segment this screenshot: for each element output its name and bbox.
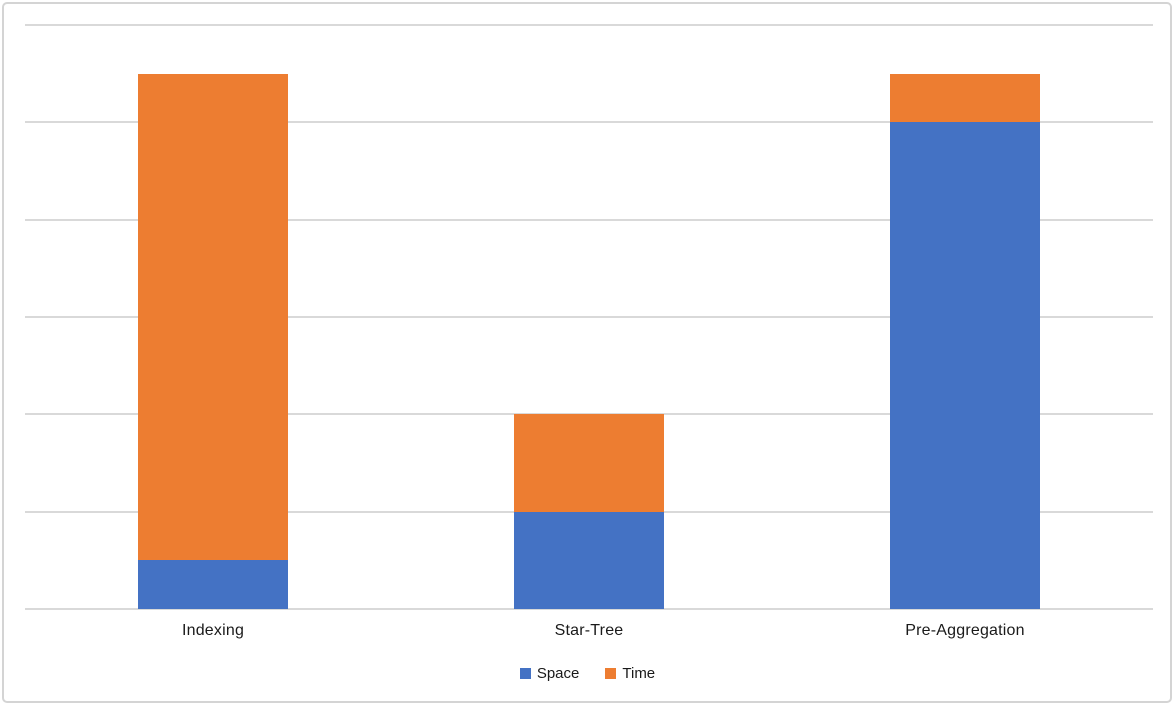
legend-label-time: Time: [622, 665, 656, 682]
x-axis-line: [25, 608, 1153, 610]
bar-star-tree-time: [514, 414, 664, 512]
gridline: [25, 24, 1153, 26]
category-label-indexing: Indexing: [181, 622, 245, 639]
legend-label-space: Space: [536, 665, 580, 682]
bar-pre-aggregation-space: [890, 122, 1040, 609]
legend-item-space: Space: [519, 665, 580, 682]
category-axis: Indexing Star-Tree Pre-Aggregation: [25, 622, 1153, 646]
legend: Space Time: [0, 665, 1175, 682]
bar-indexing-space: [138, 560, 288, 609]
bar-star-tree-space: [514, 511, 664, 609]
legend-item-time: Time: [605, 665, 655, 682]
gridline: [25, 316, 1153, 318]
gridline: [25, 218, 1153, 221]
bar-pre-aggregation-time: [890, 73, 1040, 123]
plot-area: [25, 24, 1153, 610]
bar-indexing-time: [138, 73, 288, 561]
legend-swatch-space: [519, 668, 531, 679]
category-label-star-tree: Star-Tree: [554, 622, 624, 639]
gridline: [25, 121, 1153, 124]
gridline: [25, 413, 1153, 416]
category-label-pre-aggregation: Pre-Aggregation: [905, 622, 1025, 639]
legend-swatch-time: [605, 668, 617, 679]
